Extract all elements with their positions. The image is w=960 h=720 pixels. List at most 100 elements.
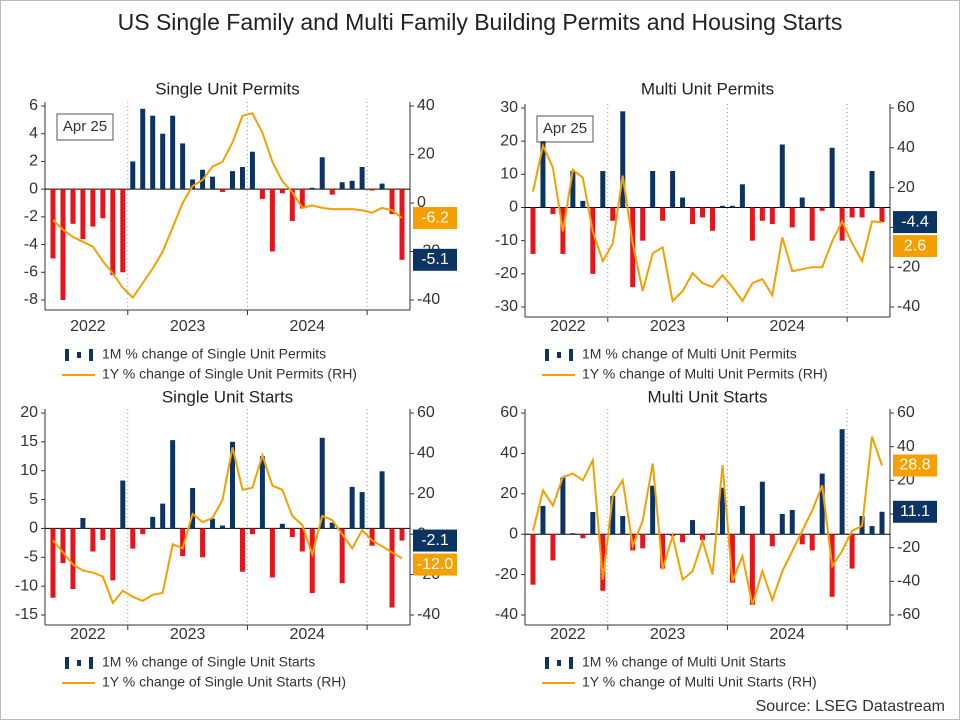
x-group-label: 2023 bbox=[170, 318, 206, 335]
end-label-box bbox=[413, 207, 457, 230]
bar bbox=[530, 534, 536, 585]
legend-label: 1M % change of Multi Unit Permits bbox=[582, 346, 797, 362]
y-tick-label: 10 bbox=[20, 462, 38, 479]
line bbox=[52, 447, 403, 605]
bar bbox=[779, 514, 785, 535]
bar bbox=[239, 166, 245, 190]
bar bbox=[650, 171, 656, 208]
bar bbox=[620, 516, 626, 535]
bar bbox=[100, 528, 106, 540]
bar bbox=[580, 200, 586, 208]
source: Source: LSEG Datastream bbox=[756, 698, 945, 715]
bar bbox=[50, 189, 56, 259]
x-group-label: 2022 bbox=[550, 626, 586, 643]
end-label: -6.2 bbox=[421, 209, 449, 226]
x-group-label: 2022 bbox=[550, 318, 586, 335]
bar bbox=[299, 189, 305, 209]
bar bbox=[329, 189, 335, 195]
y-tick-label: -10 bbox=[495, 232, 518, 249]
y-tick-label: 20 bbox=[20, 404, 38, 421]
y2-tick-label: 40 bbox=[897, 438, 915, 455]
y-tick-label: 5 bbox=[29, 491, 38, 508]
end-label: 11.1 bbox=[900, 503, 930, 520]
panel-title: Multi Unit Permits bbox=[641, 79, 774, 98]
bar bbox=[640, 534, 646, 549]
y2-tick-label: 60 bbox=[897, 404, 915, 421]
legend-label: 1Y % change of Multi Unit Starts (RH) bbox=[582, 674, 817, 690]
y-tick-label: -20 bbox=[495, 265, 518, 282]
x-group-label: 2023 bbox=[650, 626, 686, 643]
y-tick-label: 40 bbox=[500, 445, 518, 462]
legend-swatch bbox=[89, 657, 93, 669]
y-tick-label: 4 bbox=[29, 125, 38, 142]
bar bbox=[399, 189, 405, 260]
bar bbox=[739, 184, 745, 208]
bar bbox=[680, 197, 686, 208]
bar bbox=[819, 473, 825, 535]
bar bbox=[80, 189, 86, 240]
bar bbox=[170, 440, 176, 529]
y-tick-label: -4 bbox=[24, 236, 38, 253]
bar bbox=[729, 534, 735, 583]
bar bbox=[709, 207, 715, 231]
y-tick-label: 6 bbox=[29, 97, 38, 114]
bar bbox=[220, 525, 226, 529]
bar bbox=[570, 533, 576, 535]
bar bbox=[150, 115, 156, 190]
bar bbox=[349, 486, 355, 529]
y2-tick-label: 20 bbox=[417, 485, 435, 502]
bar bbox=[220, 189, 226, 192]
bar bbox=[809, 534, 815, 551]
bar bbox=[620, 111, 626, 208]
legend-swatch bbox=[77, 660, 81, 666]
end-label: -12.0 bbox=[417, 556, 454, 573]
bar bbox=[540, 505, 546, 535]
y2-tick-label: 20 bbox=[897, 179, 915, 196]
bar bbox=[839, 429, 845, 535]
y2-tick-label: 40 bbox=[897, 139, 915, 156]
y2-tick-label: 60 bbox=[417, 404, 435, 421]
y-tick-label: 0 bbox=[29, 180, 38, 197]
bar bbox=[749, 207, 755, 241]
bar bbox=[670, 171, 676, 208]
bar bbox=[719, 205, 725, 208]
bar bbox=[249, 528, 255, 535]
bar bbox=[799, 197, 805, 208]
bar bbox=[100, 189, 106, 219]
bar bbox=[289, 528, 295, 538]
y-tick-label: 2 bbox=[29, 153, 38, 170]
x-group-label: 2024 bbox=[769, 318, 805, 335]
bar bbox=[389, 528, 395, 608]
y2-tick-label: 60 bbox=[897, 99, 915, 116]
legend-swatch bbox=[65, 657, 69, 669]
bar bbox=[110, 528, 116, 581]
bar bbox=[530, 207, 536, 254]
y2-tick-label: 0 bbox=[417, 194, 426, 211]
bar bbox=[590, 511, 596, 535]
bar bbox=[660, 207, 666, 221]
bar bbox=[269, 189, 275, 252]
legend-swatch bbox=[569, 349, 573, 361]
bar bbox=[550, 534, 556, 561]
bar bbox=[309, 187, 315, 190]
legend-swatch bbox=[557, 352, 561, 358]
bar bbox=[359, 492, 365, 529]
bar bbox=[550, 207, 556, 215]
bar bbox=[200, 528, 206, 558]
bar bbox=[140, 528, 146, 535]
legend-swatch bbox=[65, 349, 69, 361]
bar bbox=[130, 528, 136, 549]
bar bbox=[369, 528, 375, 546]
bar bbox=[819, 207, 825, 211]
y-tick-label: -10 bbox=[15, 577, 38, 594]
bar bbox=[190, 488, 196, 529]
bar bbox=[229, 441, 235, 529]
bar bbox=[709, 533, 715, 535]
y-tick-label: -15 bbox=[15, 606, 38, 623]
bar bbox=[789, 509, 795, 535]
bar bbox=[160, 133, 166, 190]
annotation: Apr 25 bbox=[63, 118, 107, 135]
bar bbox=[829, 147, 835, 208]
y-tick-label: 0 bbox=[509, 525, 518, 542]
